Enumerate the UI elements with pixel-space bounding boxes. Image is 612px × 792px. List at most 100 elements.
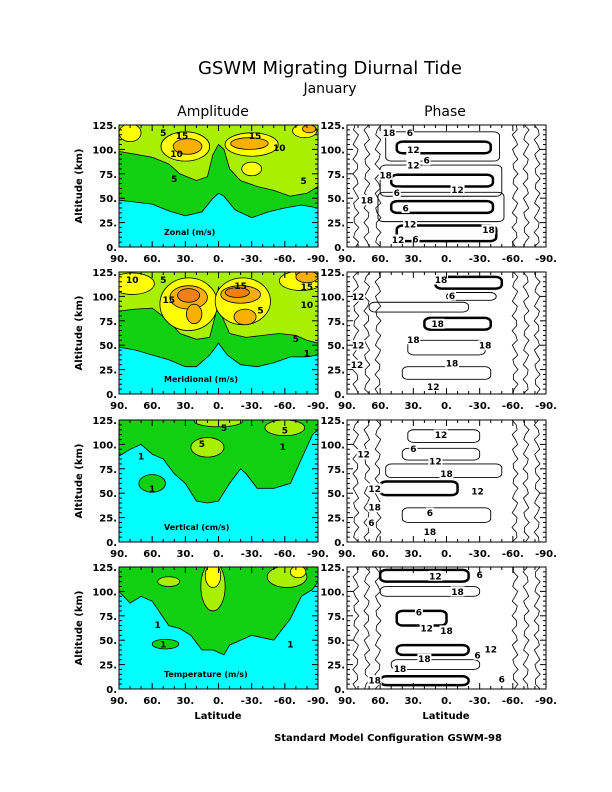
phase-panel: 12126121812181261860.25.50.75.100.125.90… xyxy=(320,416,557,560)
contour-label-bg xyxy=(406,334,421,345)
x-tick-label: 0. xyxy=(213,401,224,412)
x-tick-label: -90. xyxy=(535,549,557,560)
amplitude-field: 5 5 5 1 1 1 xyxy=(119,420,318,542)
contour-label: 12 xyxy=(429,572,442,582)
contour-label-bg xyxy=(439,625,454,636)
y-tick-label: 0. xyxy=(334,538,345,549)
x-tick-label: -60. xyxy=(274,549,296,560)
x-tick-label: -60. xyxy=(502,254,524,265)
contour-label: 12 xyxy=(352,342,365,352)
amplitude-field: 1 1 1 xyxy=(119,567,318,689)
y-tick-label: 75. xyxy=(327,317,345,328)
x-tick-label: 60. xyxy=(143,254,161,265)
contour-label: 10 xyxy=(273,144,286,154)
y-tick-label: 0. xyxy=(106,390,117,401)
phase-contour-loop xyxy=(401,507,492,523)
x-tick-label: -30. xyxy=(241,549,263,560)
contour-label: 12 xyxy=(407,162,420,172)
contour-label-bg xyxy=(382,127,397,138)
x-tick-label: 0. xyxy=(213,696,224,707)
figure-title: GSWM Migrating Diurnal Tide xyxy=(198,58,462,79)
phase-contour-line xyxy=(374,567,382,689)
y-tick-label: 0. xyxy=(106,243,117,254)
phase-contour-line xyxy=(522,125,530,247)
x-tick-label: -30. xyxy=(469,696,491,707)
contour-label: 6 xyxy=(477,571,483,581)
x-tick-label: 90. xyxy=(338,696,356,707)
contour-label: 1 xyxy=(279,443,285,453)
x-tick-label: 90. xyxy=(338,401,356,412)
y-tick-label: 25. xyxy=(327,219,345,230)
x-tick-label: -60. xyxy=(274,401,296,412)
amplitude-panel: 5 15 10 5 15 10 5 Zonal (m/s) 0. 25. 50. 75. 100. 125… xyxy=(74,121,329,265)
phase-contour-line xyxy=(363,272,371,394)
y-tick-label: 100. xyxy=(320,145,345,156)
x-tick-label: -90. xyxy=(535,696,557,707)
y-tick-label: 75. xyxy=(327,170,345,181)
x-tick-label: 90. xyxy=(110,254,128,265)
contour-label: 1 xyxy=(138,453,144,463)
contour-label-bg xyxy=(478,340,493,351)
contour-label-bg xyxy=(411,234,420,245)
contour-label-bg xyxy=(428,455,443,466)
contour-fill-level-15 xyxy=(302,125,317,134)
contour-label: 18 xyxy=(431,320,444,330)
y-tick-label: 75. xyxy=(99,465,117,476)
contour-label: 12 xyxy=(427,383,440,393)
y-tick-label: 25. xyxy=(99,219,117,230)
contour-fill-level-5 xyxy=(190,437,225,458)
contour-label-bg xyxy=(450,586,465,597)
contour-label: 5 xyxy=(257,307,263,317)
x-tick-label: -30. xyxy=(469,401,491,412)
phase-contour-line xyxy=(522,567,530,689)
contour-label: 15 xyxy=(162,296,175,306)
y-tick-label: 125. xyxy=(320,416,345,427)
contour-label: 5 xyxy=(293,335,299,345)
contour-fill-level-20 xyxy=(177,288,201,303)
phase-contour-line xyxy=(533,125,541,247)
y-tick-label: 50. xyxy=(327,341,345,352)
phase-contour-loop xyxy=(389,199,495,215)
phase-contour-loop xyxy=(368,301,470,313)
contour-label: 12 xyxy=(429,457,442,467)
contour-label-bg xyxy=(406,160,421,171)
contour-label: 18 xyxy=(368,677,381,687)
contour-label: 6 xyxy=(412,236,418,246)
y-tick-label: 75. xyxy=(327,612,345,623)
contour-label: 5 xyxy=(171,175,177,185)
y-tick-label: 0. xyxy=(334,685,345,696)
contour-label-bg xyxy=(448,290,457,301)
contour-label: 18 xyxy=(451,588,464,598)
contour-fill-level-10 xyxy=(289,567,307,579)
y-tick-label: 100. xyxy=(92,440,117,451)
contour-label-bg xyxy=(409,443,418,454)
panel-label: Temperature (m/s) xyxy=(164,670,248,679)
contour-label: 12 xyxy=(451,186,464,196)
contour-label-bg xyxy=(470,486,485,497)
contour-label: 6 xyxy=(423,157,429,167)
y-tick-label: 125. xyxy=(320,563,345,574)
phase-contour-loop xyxy=(390,659,481,670)
x-tick-label: -60. xyxy=(502,696,524,707)
x-tick-label: 0. xyxy=(213,549,224,560)
phase-contour-line xyxy=(522,272,530,394)
y-tick-label: 25. xyxy=(327,366,345,377)
contour-fill-level-1 xyxy=(119,567,318,656)
y-tick-label: 125. xyxy=(320,121,345,132)
contour-label: 15 xyxy=(301,283,314,293)
phase-field: 12 12 6 12 18 12 18 12 6 18 6 xyxy=(347,420,546,542)
x-tick-label: 60. xyxy=(143,696,161,707)
contour-label-bg xyxy=(417,653,432,664)
contour-label: 5 xyxy=(282,426,288,436)
contour-label: 18 xyxy=(394,665,407,675)
y-tick-label: 100. xyxy=(320,292,345,303)
x-axis-label-amplitude: Latitude xyxy=(194,711,241,722)
contour-label: 5 xyxy=(300,177,306,187)
phase-contour-line xyxy=(363,420,371,542)
contour-label: 18 xyxy=(383,129,396,139)
contour-label-bg xyxy=(367,483,382,494)
y-tick-label: 100. xyxy=(320,440,345,451)
phase-contour-line xyxy=(533,567,541,689)
contour-label-bg xyxy=(391,234,406,245)
contour-label-bg xyxy=(403,218,418,229)
